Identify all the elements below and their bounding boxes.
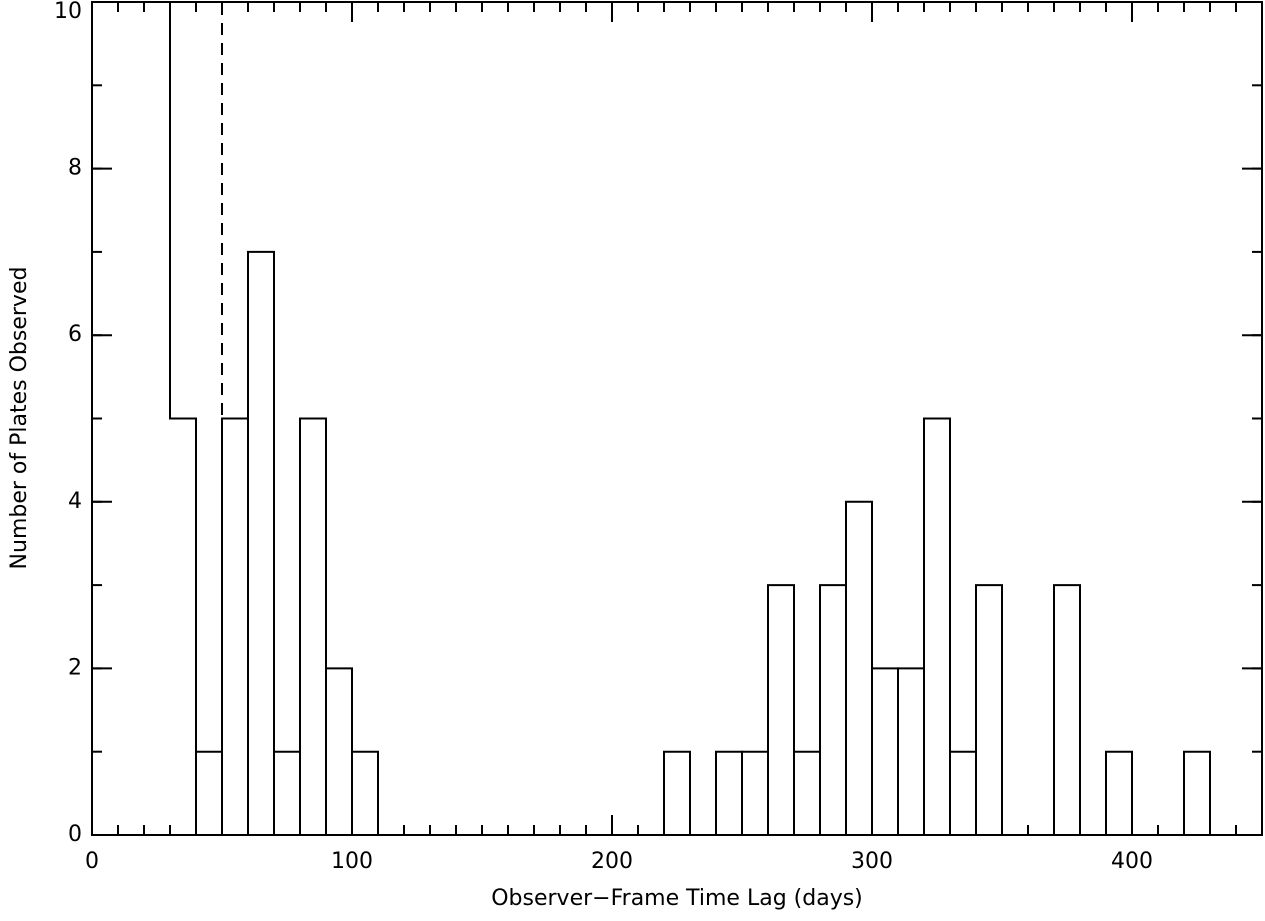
histogram-bar	[247, 250, 275, 835]
histogram-bar	[351, 750, 379, 835]
histogram-bar	[663, 750, 691, 835]
histogram-bar	[273, 750, 301, 835]
histogram-bar	[793, 750, 821, 835]
histogram-bar	[1053, 584, 1081, 835]
histogram-bar	[897, 667, 925, 835]
x-tick-label: 0	[85, 849, 99, 874]
histogram-bar	[767, 584, 795, 835]
histogram-bar	[221, 417, 249, 835]
histogram-bar	[819, 584, 847, 835]
histogram-bar	[325, 667, 353, 835]
x-tick-label: 200	[591, 849, 633, 874]
y-tick-label: 2	[68, 655, 82, 680]
histogram-bar	[871, 667, 899, 835]
x-axis-label: Observer−Frame Time Lag (days)	[491, 886, 863, 911]
y-axis-label: Number of Plates Observed	[7, 267, 32, 570]
histogram-bar	[975, 584, 1003, 835]
x-tick-label: 100	[331, 849, 373, 874]
x-tick-label: 400	[1111, 849, 1153, 874]
histogram-bar	[195, 750, 223, 835]
histogram-bar	[845, 500, 873, 835]
x-tick-label: 300	[851, 849, 893, 874]
histogram-bar	[741, 750, 769, 835]
histogram-bar	[715, 750, 743, 835]
histogram-bar	[299, 417, 327, 835]
histogram-bar	[923, 417, 951, 835]
plot-frame	[91, 1, 1263, 836]
histogram-bar	[1183, 750, 1211, 835]
y-tick-label: 8	[68, 156, 82, 181]
y-tick-label: 10	[54, 0, 82, 24]
histogram-bar	[169, 2, 197, 835]
y-tick-label: 0	[68, 822, 82, 847]
y-tick-label: 4	[68, 489, 82, 514]
histogram-bar	[949, 750, 977, 835]
y-tick-label: 6	[68, 322, 82, 347]
histogram-bar	[1105, 750, 1133, 835]
